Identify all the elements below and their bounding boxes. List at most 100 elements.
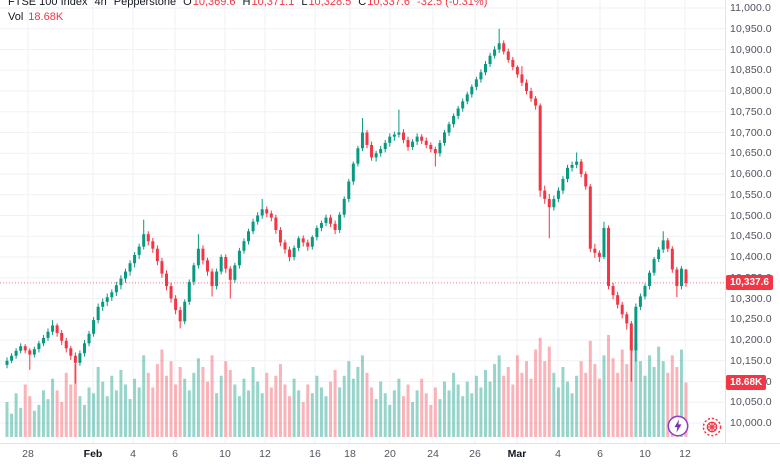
candle-body xyxy=(265,209,269,214)
volume-bar xyxy=(351,378,355,437)
price-tick-label: 10,450.0 xyxy=(730,230,772,243)
volume-bar xyxy=(215,393,219,437)
candle-body xyxy=(442,132,446,143)
volume-bar xyxy=(474,375,478,437)
candle-body xyxy=(370,144,374,158)
candle-body xyxy=(301,238,305,243)
candle-body xyxy=(534,98,538,106)
last-price-flag: 10,337.6 xyxy=(726,275,773,291)
candle-body xyxy=(165,273,168,287)
candle-body xyxy=(274,217,278,231)
candlestick-chart-canvas[interactable] xyxy=(0,0,726,443)
candle-body xyxy=(251,221,255,232)
volume-bar xyxy=(442,381,446,437)
volume-bar xyxy=(602,355,606,437)
volume-bar xyxy=(661,361,665,437)
volume-bar xyxy=(142,355,146,437)
candle-body xyxy=(237,250,241,266)
candle-body xyxy=(584,174,588,187)
volume-bar xyxy=(114,390,118,437)
candle-body xyxy=(652,259,656,273)
candle-body xyxy=(123,271,127,279)
candle-body xyxy=(324,217,328,223)
ohlc-high: H 10,371.1 xyxy=(242,0,295,8)
last-volume-flag: 18.68K xyxy=(726,375,767,391)
candle-body xyxy=(575,161,579,165)
candle-body xyxy=(570,164,574,168)
candle-body xyxy=(661,240,665,250)
candle-body xyxy=(60,332,64,341)
candle-body xyxy=(456,108,460,116)
volume-bar xyxy=(265,372,269,437)
volume-bar xyxy=(237,396,241,437)
candle-body xyxy=(114,285,118,293)
volume-bar xyxy=(552,372,556,437)
time-tick-label: 6 xyxy=(597,448,603,460)
volume-bar xyxy=(133,378,137,437)
volume-bar xyxy=(679,349,683,437)
candle-body xyxy=(82,343,86,354)
volume-bar xyxy=(543,361,547,437)
volume-bar xyxy=(82,404,86,437)
volume-bar xyxy=(356,367,360,437)
candle-body xyxy=(87,333,91,344)
candle-body xyxy=(579,161,583,174)
volume-bar xyxy=(46,399,50,437)
candle-body xyxy=(616,295,620,305)
change-value: -32.5 (-0.31%) xyxy=(417,0,488,8)
volume-bar xyxy=(638,361,642,437)
candle-body xyxy=(28,350,32,355)
volume-bar xyxy=(19,407,23,437)
candle-body xyxy=(465,94,469,102)
volume-bar xyxy=(310,393,314,437)
candle-body xyxy=(196,248,200,266)
candle-body xyxy=(23,346,27,351)
candle-body xyxy=(675,269,679,287)
lightning-icon[interactable] xyxy=(667,415,689,442)
interval-label[interactable]: 4h xyxy=(94,0,107,8)
volume-legend[interactable]: Vol 18.68K xyxy=(8,11,63,23)
volume-bar xyxy=(92,393,96,437)
volume-bar xyxy=(301,402,305,437)
volume-bar xyxy=(187,390,191,437)
candle-body xyxy=(256,215,260,222)
candle-body xyxy=(297,238,301,248)
volume-bar xyxy=(383,393,387,437)
candle-body xyxy=(365,132,369,145)
volume-bar xyxy=(119,369,123,437)
volume-bar xyxy=(219,375,223,437)
candle-body xyxy=(351,163,355,182)
candle-body xyxy=(397,132,401,135)
volume-bar xyxy=(570,393,574,437)
candle-body xyxy=(51,325,55,332)
price-tick-label: 11,000.0 xyxy=(730,2,771,14)
volume-bar xyxy=(146,372,150,437)
volume-bar xyxy=(342,375,346,437)
volume-bar xyxy=(247,390,251,437)
candle-body xyxy=(119,278,123,286)
candle-body xyxy=(383,142,387,150)
candle-body xyxy=(520,74,524,83)
candle-body xyxy=(105,297,109,302)
candle-body xyxy=(420,136,424,141)
candle-body xyxy=(333,223,337,231)
time-tick-label: 12 xyxy=(259,448,271,460)
candle-body xyxy=(233,265,237,280)
candle-body xyxy=(228,268,232,280)
candle-body xyxy=(493,49,497,56)
time-axis[interactable]: 28 Feb 4 6 10 12 16 18 20 24 26 Mar 4 6 10 12 xyxy=(0,444,780,470)
candle-body xyxy=(511,59,515,67)
candle-body xyxy=(411,141,415,148)
candle-body xyxy=(556,190,560,199)
volume-bar xyxy=(14,393,18,437)
dashed-badge-icon[interactable] xyxy=(702,417,722,442)
chart-legend[interactable]: FTSE 100 Index 4h Pepperstone O 10,369.6… xyxy=(8,0,487,8)
symbol-title[interactable]: FTSE 100 Index xyxy=(8,0,88,8)
candle-body xyxy=(210,271,214,287)
candle-body xyxy=(657,249,661,260)
candle-body xyxy=(206,260,210,272)
time-tick-label: 28 xyxy=(22,448,34,460)
volume-bar xyxy=(333,369,337,437)
candle-body xyxy=(278,230,282,243)
candle-body xyxy=(547,198,551,208)
